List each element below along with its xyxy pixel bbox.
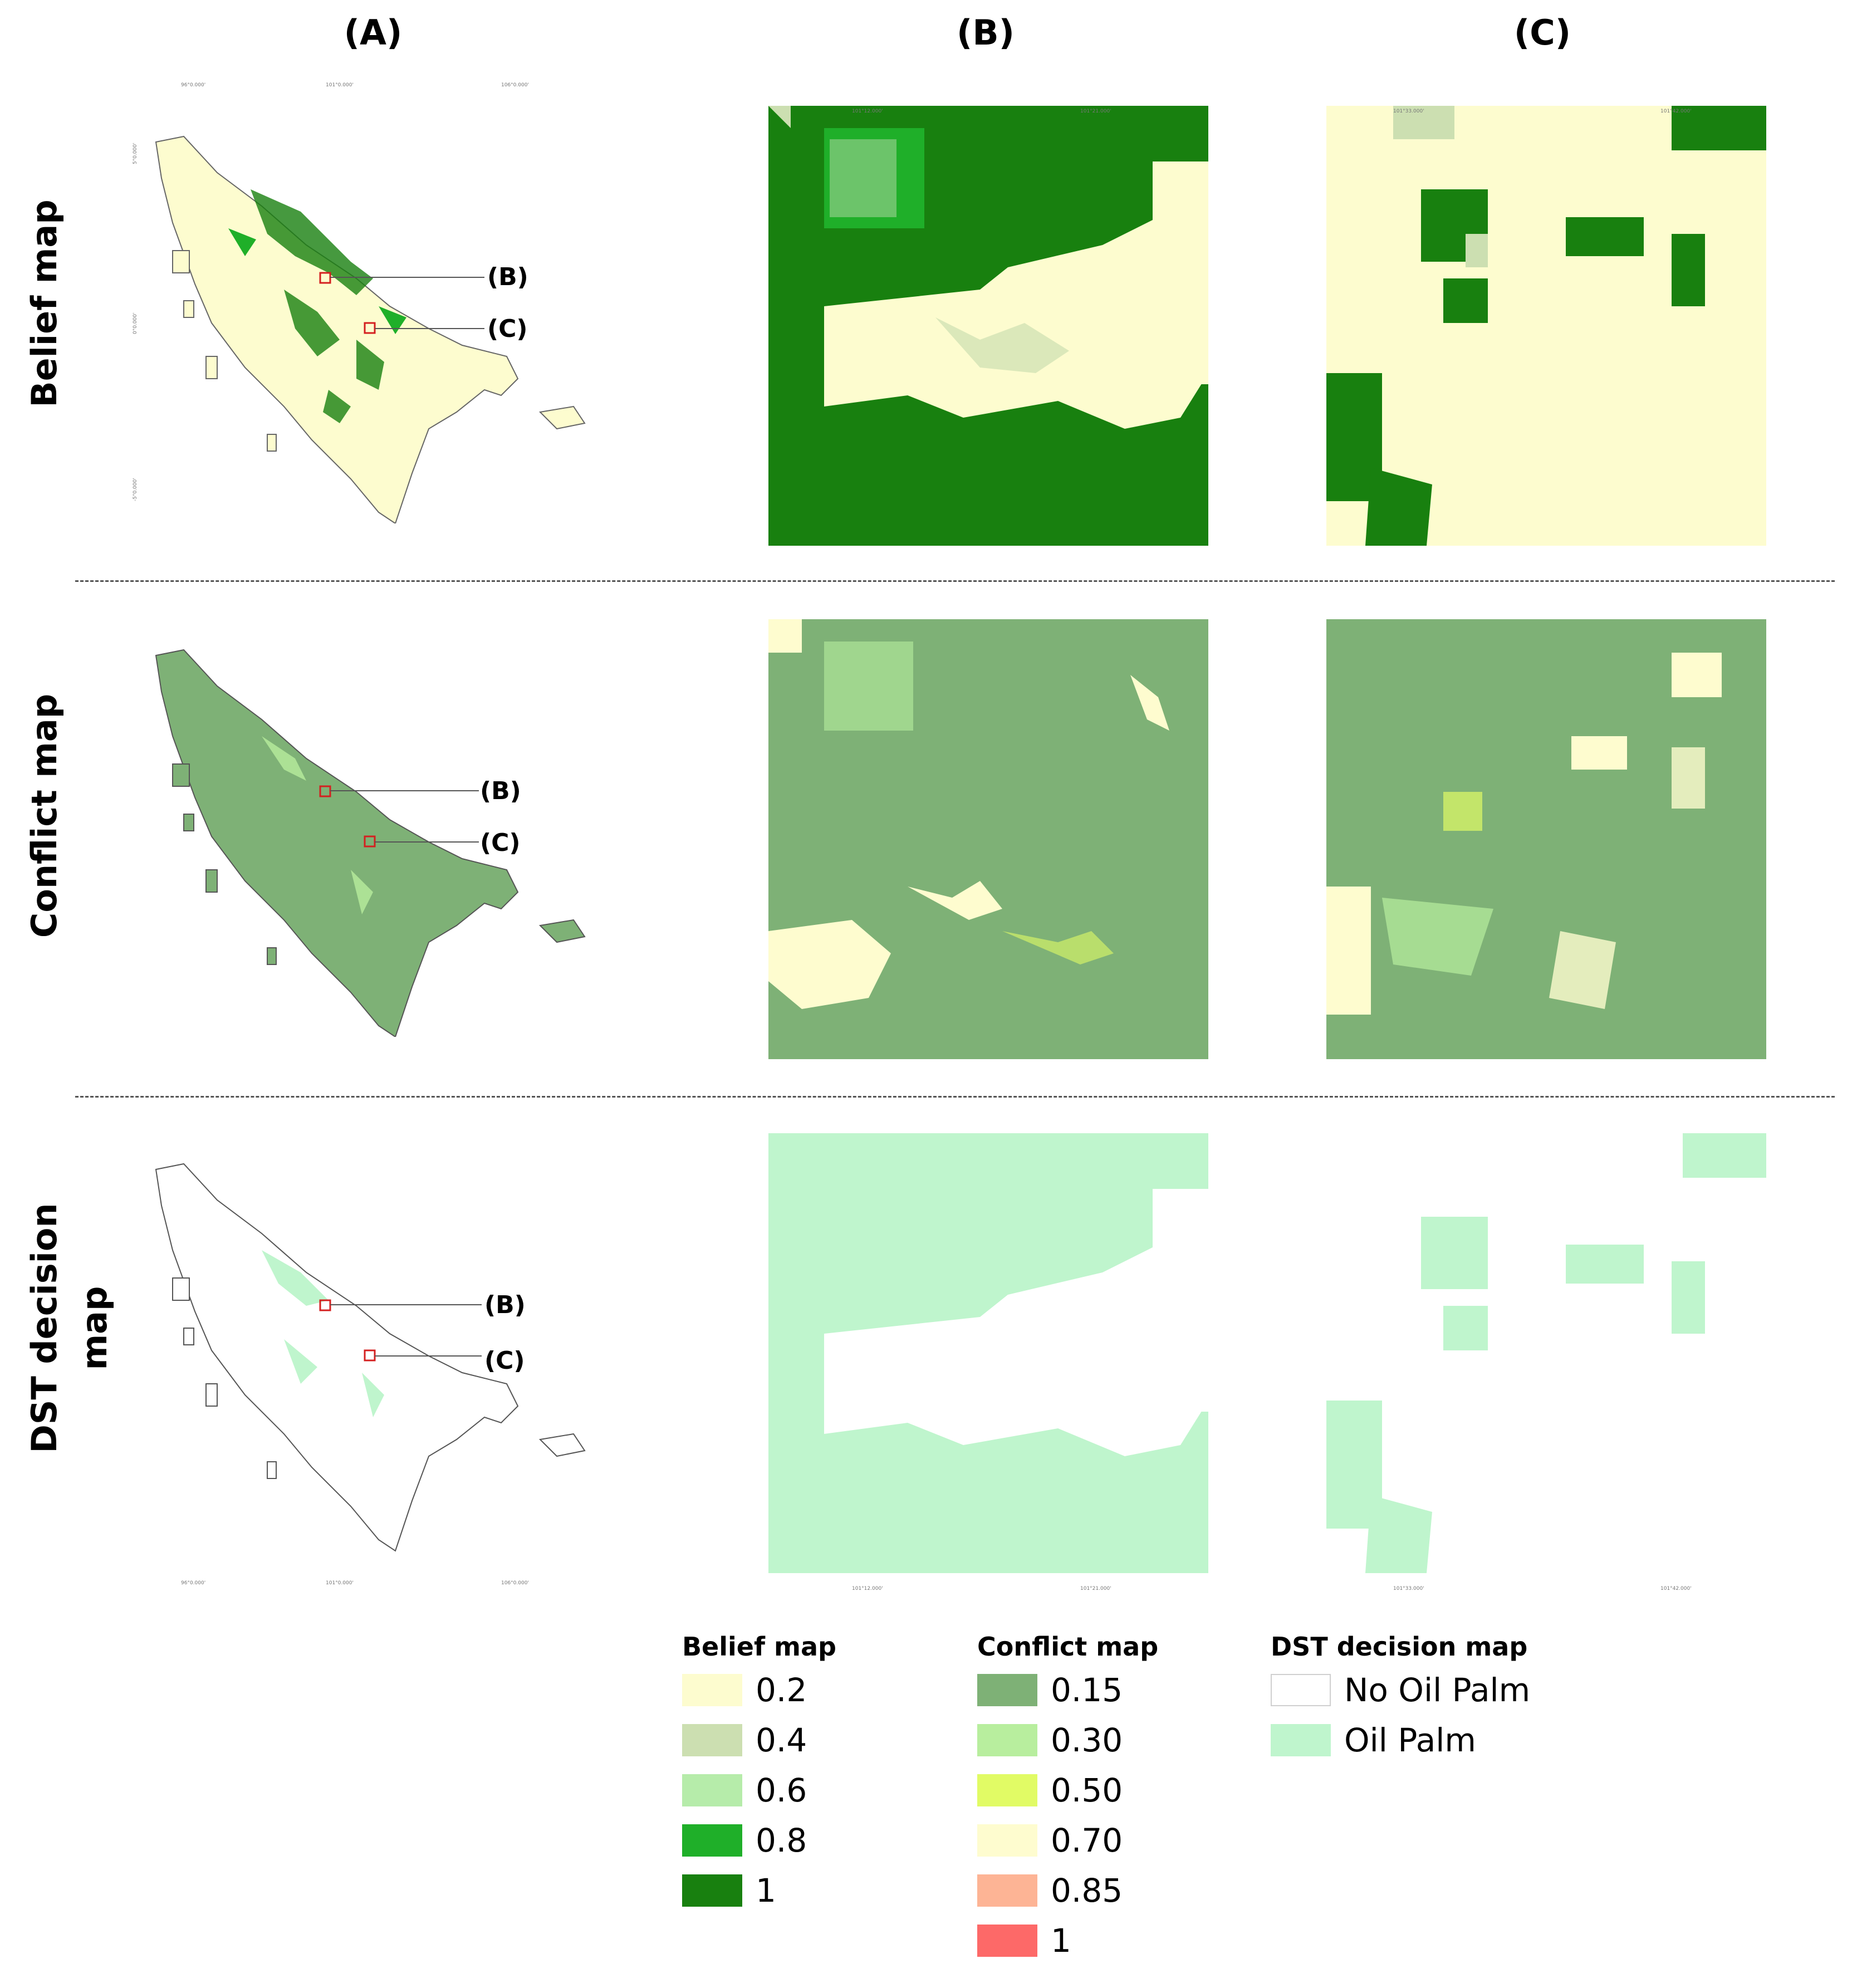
conflict-zoom-c [1326,619,1766,1059]
legend-label: 0.15 [1051,1671,1123,1709]
tick-lon-1: 96°0.000' [181,82,205,88]
row-divider-2 [75,1096,1835,1098]
legend-swatch [977,1824,1037,1857]
legend-swatch [682,1774,742,1806]
tick-c-lon-bottom-1: 101°33.000' [1393,1586,1424,1592]
tick-lon-bottom-2: 101°0.000' [326,1580,354,1586]
legend-item-conflict-2: 0.50 [977,1765,1158,1815]
legend-title-belief: Belief map [682,1632,836,1662]
belief-overview-map: 96°0.000' 101°0.000' 106°0.000' 5°0.000'… [117,78,629,523]
legend-swatch [977,1925,1037,1957]
legend-label: 0.30 [1051,1721,1123,1759]
legend-dst-items: No Oil Palm Oil Palm [1271,1665,1530,1765]
legend-item-belief-0: 0.2 [682,1665,836,1715]
legend-dst: DST decision map No Oil Palm Oil Palm [1271,1632,1530,1765]
legend-item-belief-2: 0.6 [682,1765,836,1815]
legend-label: 0.6 [756,1771,807,1809]
callout-b-dst: (B) [484,1291,526,1319]
column-header-c: (C) [1513,12,1571,53]
legend-item-conflict-5: 1 [977,1916,1158,1966]
legend-swatch [977,1724,1037,1756]
legend-conflict-items: 0.15 0.30 0.50 0.70 0.85 1 [977,1665,1158,1966]
callout-c-conflict: (C) [480,829,521,857]
legend-title-conflict: Conflict map [977,1632,1159,1662]
legend-label: 1 [1051,1922,1071,1960]
dst-overview-map: 96°0.000' 101°0.000' 106°0.000' [117,1105,629,1590]
conflict-overview-map [117,591,629,1037]
legend-item-conflict-1: 0.30 [977,1715,1158,1765]
legend-item-dst-0: No Oil Palm [1271,1665,1530,1715]
tick-c-lon-2: 101°42.000' [1660,109,1692,114]
callout-b-conflict: (B) [480,777,521,805]
legend-swatch [682,1724,742,1756]
tick-c-lon-1: 101°33.000' [1393,109,1424,114]
tick-lat-2: 0°0.000' [133,313,138,334]
tick-lon-3: 106°0.000' [501,82,529,88]
legend-label: 1 [756,1872,776,1909]
legend-swatch [682,1874,742,1907]
tick-lon-bottom-3: 106°0.000' [501,1580,529,1586]
tick-b-lon-bottom-2: 101°21.000' [1080,1586,1111,1592]
sumatra-island [155,135,519,523]
belief-zoom-b: 101°12.000' 101°21.000' [768,106,1208,546]
tick-lon-2: 101°0.000' [326,82,354,88]
legend-swatch [682,1674,742,1706]
legend-label: 0.4 [756,1721,807,1759]
row-label-conflict: Conflict map [24,693,65,938]
legend-item-belief-3: 0.8 [682,1815,836,1865]
legend-belief-items: 0.2 0.4 0.6 0.8 1 [682,1665,836,1916]
row-divider-1 [75,580,1835,582]
callout-b-belief: (B) [487,263,528,291]
legend-item-conflict-4: 0.85 [977,1865,1158,1916]
legend-swatch [1271,1674,1331,1706]
tick-lat-1: 5°0.000' [133,143,138,164]
legend-item-dst-1: Oil Palm [1271,1715,1530,1765]
tick-b-lon-1: 101°12.000' [852,109,883,114]
legend-title-dst: DST decision map [1271,1632,1528,1662]
legend-label: 0.85 [1051,1872,1123,1909]
legend-swatch [977,1774,1037,1806]
column-header-a: (A) [344,12,403,53]
legend-label: No Oil Palm [1344,1671,1531,1709]
row-label-dst: DST decision map [24,1203,115,1453]
legend-item-conflict-3: 0.70 [977,1815,1158,1865]
legend-swatch [682,1824,742,1857]
legend-belief: Belief map 0.2 0.4 0.6 0.8 1 [682,1632,836,1916]
callout-c-dst: (C) [484,1346,525,1375]
dst-zoom-b: 101°12.000' 101°21.000' [768,1133,1208,1595]
belief-forest-patches [251,189,384,423]
legend-conflict: Conflict map 0.15 0.30 0.50 0.70 0.85 1 [977,1632,1158,1966]
legend-label: 0.50 [1051,1771,1123,1809]
tick-lon-bottom-1: 96°0.000' [181,1580,205,1586]
tick-lat-3: -5°0.000' [133,478,138,501]
callout-c-belief: (C) [487,315,528,343]
conflict-zoom-b [768,619,1208,1059]
dst-zoom-c: 101°33.000' 101°42.000' [1326,1133,1766,1595]
tick-b-lon-2: 101°21.000' [1080,109,1111,114]
belief-zoom-c: 101°33.000' 101°42.000' [1326,106,1766,546]
legend-swatch [977,1674,1037,1706]
tick-c-lon-bottom-2: 101°42.000' [1660,1586,1692,1592]
legend-item-conflict-0: 0.15 [977,1665,1158,1715]
legend-item-belief-1: 0.4 [682,1715,836,1765]
row-label-belief: Belief map [24,199,65,408]
tick-b-lon-bottom-1: 101°12.000' [852,1586,883,1592]
legend-swatch [977,1874,1037,1907]
legend-label: 0.2 [756,1671,807,1709]
legend-item-belief-4: 1 [682,1865,836,1916]
legend-label: Oil Palm [1344,1721,1476,1759]
legend-label: 0.8 [756,1821,807,1859]
legend-swatch [1271,1724,1331,1756]
legend-label: 0.70 [1051,1821,1123,1859]
column-header-b: (B) [957,12,1015,53]
